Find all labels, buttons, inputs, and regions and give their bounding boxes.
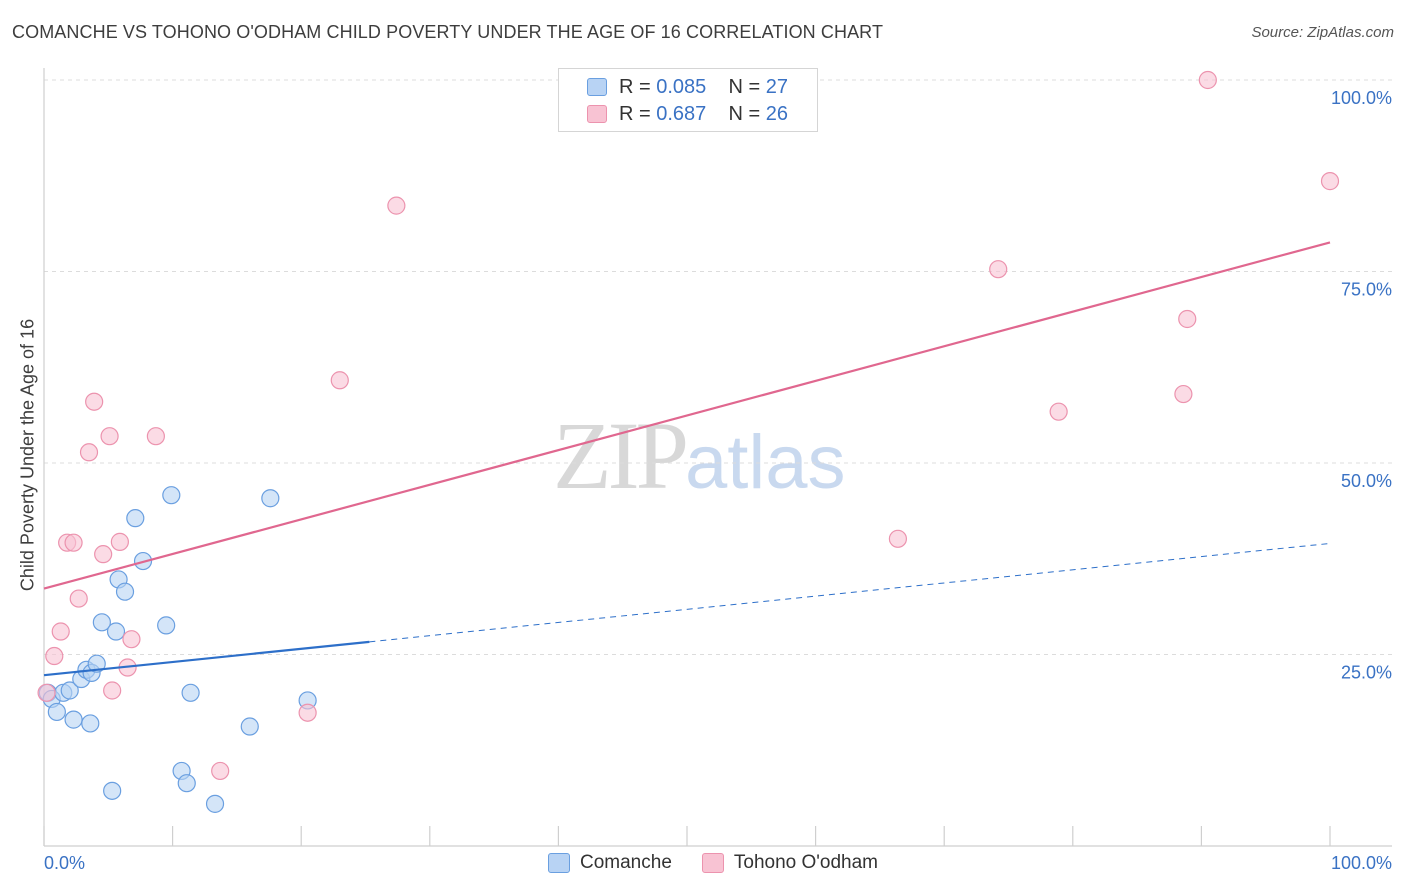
legend-label-comanche: Comanche [580,852,672,873]
comanche-point [64,710,83,729]
watermark: ZIPatlas [553,400,846,511]
tohono-point [122,630,141,649]
tohono-point [1198,70,1217,90]
legend-swatch-comanche [548,853,570,873]
tohono-point [64,533,83,552]
legend-r-value: 0.687 [656,102,707,125]
legend-r-label: R = [619,102,651,125]
comanche-point [205,794,225,813]
tohono-point [146,427,165,446]
comanche-point [240,717,259,736]
comanche-point [60,681,79,700]
legend-item-tohono: Tohono O'odham [701,852,879,874]
legend-n-value: 27 [765,75,789,98]
tohono-point [330,371,349,390]
tohono-point [211,761,230,781]
tohono-point [100,427,119,446]
tohono-point [45,646,64,666]
comanche-point [115,582,135,601]
legend-label-tohono: Tohono O'odham [733,852,879,873]
tohono-point [989,260,1008,279]
comanche-point [177,774,196,793]
comanche-point [92,613,111,632]
tohono-point [1178,309,1197,329]
tohono-point [387,196,406,215]
tohono-point [1320,172,1340,191]
y-tick-label: 75.0% [1341,280,1392,300]
legend-n-value: 26 [765,102,789,125]
legend-row-comanche: R = 0.085 N = 27 [587,75,788,99]
tohono-point [1174,384,1193,404]
source-label: Source: ZipAtlas.com [1251,24,1394,41]
comanche-point [87,654,106,673]
tohono-point [85,392,104,411]
y-axis-label: Child Poverty Under the Age of 16 [17,318,38,592]
tohono-point [79,443,99,462]
tohono-trend-line [43,241,1331,590]
comanche-point [106,622,126,641]
y-tick-label: 50.0% [1341,471,1392,491]
comanche-point [157,616,176,635]
comanche-point [47,702,66,722]
legend-swatch-comanche [587,78,607,96]
comanche-point [126,509,145,528]
legend-row-tohono: R = 0.687 N = 26 [587,102,788,126]
series-legend: Comanche Tohono O'odham [548,852,908,874]
comanche-point [261,489,280,508]
comanche-point [162,486,181,505]
legend-swatch-tohono [587,105,607,123]
y-tick-label: 25.0% [1341,663,1392,683]
legend-r-label: R = [619,75,651,98]
y-tick-label: 100.0% [1331,88,1392,108]
watermark-zip: ZIP [553,402,689,509]
legend-n-label: N = [728,75,761,98]
legend-swatch-tohono [701,853,724,873]
tohono-point [94,545,113,564]
tohono-point [69,589,88,608]
tohono-point [37,683,56,702]
chart-title: COMANCHE VS TOHONO O'ODHAM CHILD POVERTY… [12,22,884,42]
legend-n-label: N = [728,102,761,125]
tohono-point [103,681,122,700]
x-tick-label: 0.0% [44,853,85,873]
comanche-point [181,683,200,702]
x-tick-label: 100.0% [1331,853,1392,873]
comanche-trend-line-dashed [369,542,1331,643]
tohono-point [51,622,70,641]
legend-item-comanche: Comanche [548,852,672,874]
comanche-point [103,781,122,800]
stats-legend: R = 0.085 N = 27 R = 0.687 N = 26 [558,68,818,132]
tohono-point [298,703,317,722]
comanche-point [81,714,100,733]
comanche-trend-line [43,640,370,677]
tohono-point [888,529,908,548]
tohono-point [110,532,129,551]
tohono-point [1049,402,1068,421]
legend-r-value: 0.085 [656,75,707,98]
